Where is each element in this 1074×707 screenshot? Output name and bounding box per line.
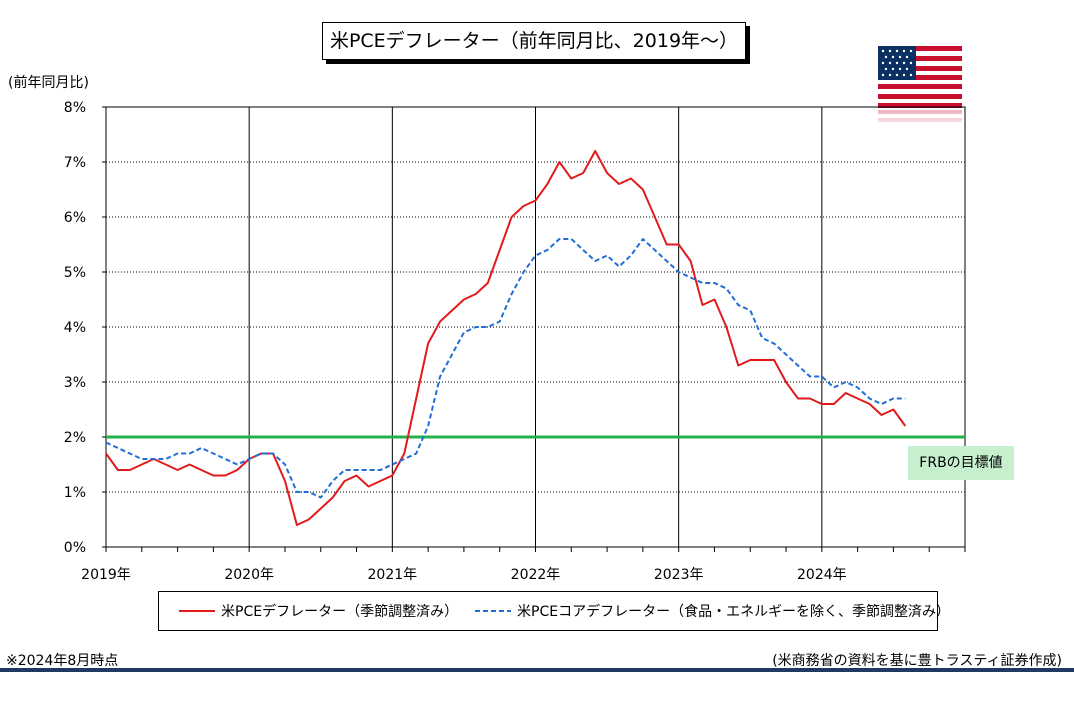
y-tick-label: 6% [64, 210, 86, 226]
y-axis-unit-label: (前年同月比) [8, 75, 89, 91]
series-layer [105, 150, 907, 526]
frb-target-label: FRBの目標値 [908, 446, 1014, 480]
x-tick-label: 2021年 [368, 567, 418, 583]
legend-label-headline: 米PCEデフレーター（季節調整済み） [221, 604, 459, 620]
y-tick-label: 4% [64, 320, 86, 336]
series-line-headline [105, 150, 907, 526]
y-tick-label: 5% [64, 265, 86, 281]
x-tick-label: 2020年 [224, 567, 274, 583]
bottom-bar [0, 668, 1074, 672]
x-tick-label: 2022年 [511, 567, 561, 583]
y-tick-label: 1% [64, 485, 86, 501]
y-tick-label: 2% [64, 430, 86, 446]
axis-layer: 0% 1% 2% 3% 4% 5% 6% 7% 8% 2019年 2020年 2021年 2022年 20… [64, 100, 966, 583]
chart-title: 米PCEデフレーター（前年同月比、2019年～） [322, 22, 746, 60]
y-tick-label: 7% [64, 155, 86, 171]
x-tick-label: 2019年 [81, 567, 131, 583]
y-tick-label: 8% [64, 100, 86, 116]
y-tick-label: 0% [64, 540, 86, 556]
legend-label-core: 米PCEコアデフレーター（食品・エネルギーを除く、季節調整済み） [517, 604, 951, 620]
y-tick-label: 3% [64, 375, 86, 391]
grid-layer [105, 106, 966, 548]
legend-swatch-core [475, 610, 511, 612]
legend-item-headline: 米PCEデフレーター（季節調整済み） [179, 592, 458, 630]
x-tick-label: 2023年 [654, 567, 704, 583]
series-line-core [105, 238, 906, 499]
legend-swatch-headline [179, 610, 215, 612]
footnote-source: (米商務省の資料を基に豊トラスティ証券作成) [772, 653, 1062, 669]
footnote-date: ※2024年8月時点 [6, 653, 119, 669]
legend: 米PCEデフレーター（季節調整済み） 米PCEコアデフレーター（食品・エネルギー… [158, 591, 950, 631]
legend-item-core: 米PCEコアデフレーター（食品・エネルギーを除く、季節調整済み） [475, 592, 950, 630]
x-tick-label: 2024年 [797, 567, 847, 583]
us-flag-icon [878, 46, 962, 130]
